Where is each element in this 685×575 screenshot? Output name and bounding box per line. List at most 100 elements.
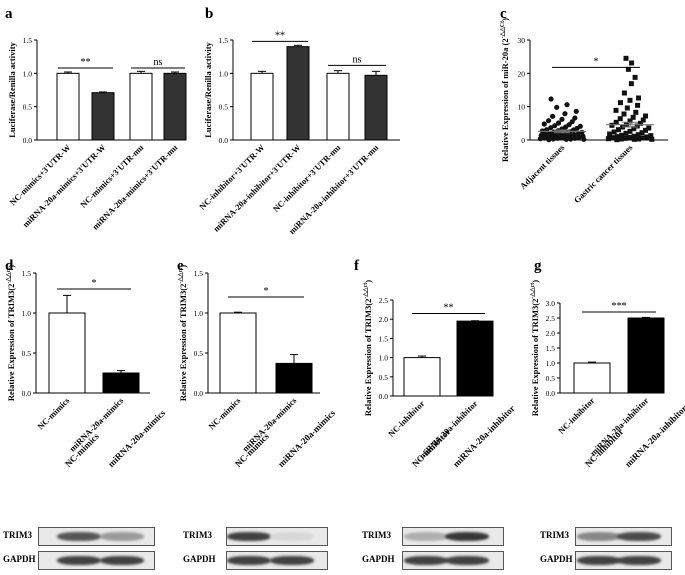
- panel-letter-g: g: [534, 258, 542, 274]
- y-tick-label: 30: [518, 36, 526, 45]
- blot-row-label: GAPDH: [3, 554, 36, 564]
- data-point: [623, 130, 629, 136]
- y-tick-label: 2.0: [546, 329, 556, 338]
- bar: [129, 72, 153, 141]
- y-axis-label: Relative Expression of TRIM3(2-△△ct): [529, 280, 540, 416]
- y-axis-label-tail: ): [363, 280, 373, 283]
- data-point: [631, 136, 637, 142]
- y-tick-label: 1.5: [219, 36, 229, 45]
- data-point: [614, 134, 620, 140]
- y-axis-label-tail: ): [6, 265, 16, 268]
- y-tick-label: 0.0: [194, 389, 204, 398]
- data-point: [644, 134, 650, 140]
- blot-band: [100, 532, 144, 541]
- significance-label: ns: [154, 57, 163, 68]
- y-tick-label: 10: [518, 103, 526, 112]
- y-axis-label-superscript: -△△Ct: [499, 21, 506, 39]
- data-point: [649, 136, 655, 142]
- y-tick-label: 1.0: [23, 69, 33, 78]
- y-tick-label: 0.5: [379, 373, 389, 382]
- data-point: [541, 121, 547, 127]
- y-tick-label: 1.5: [23, 36, 33, 45]
- panel-letter-d: d: [5, 258, 14, 274]
- y-axis-label-main: Relative Expression of TRIM3(2: [6, 284, 16, 402]
- significance-label: *: [92, 278, 97, 289]
- x-category-label: NC-mimics: [35, 395, 72, 432]
- data-point: [555, 128, 561, 134]
- x-category-label: NC-inhibitor+3'UTR-W: [197, 142, 267, 212]
- significance-label: **: [444, 302, 454, 313]
- data-point: [572, 115, 578, 121]
- y-tick-label: 1.0: [194, 309, 204, 318]
- data-point: [550, 113, 556, 119]
- blot-strip-trim3: [402, 527, 504, 546]
- y-axis-label-main: Relative Expression of TRIM3(2: [178, 284, 188, 402]
- data-point: [630, 114, 636, 120]
- y-tick-label: 0.0: [22, 389, 32, 398]
- data-point: [552, 123, 558, 129]
- data-point: [614, 137, 620, 143]
- data-point: [623, 135, 629, 141]
- y-axis-label-main: Relative Expression of miR-20a (2: [500, 38, 510, 162]
- blot-strip-gapdh: [38, 551, 155, 570]
- bar: [219, 312, 257, 394]
- bar: [102, 372, 140, 394]
- y-axis-label-superscript: -△△ct: [362, 283, 369, 299]
- panel-letter-c: c: [500, 6, 507, 22]
- bar: [163, 72, 187, 141]
- y-tick-label: 1.0: [22, 309, 32, 318]
- x-category-label: NC-mimics+3'UTR-mu: [78, 142, 145, 209]
- blot-row-label: TRIM3: [3, 530, 32, 540]
- blot-strip-gapdh: [575, 551, 672, 570]
- panel-g: g 0.0 0.5 1.0 1.5 2.0 2.5 3.0 Relative Expressio…: [529, 258, 665, 458]
- bar: [48, 312, 86, 394]
- y-tick-label: 0.5: [22, 349, 32, 358]
- bar: [56, 72, 80, 141]
- x-category-label: NC-inhibitor: [386, 398, 427, 439]
- data-point: [628, 81, 634, 87]
- blot-band: [617, 532, 661, 541]
- data-point: [581, 136, 587, 142]
- data-point: [605, 136, 611, 142]
- blot-row-label: GAPDH: [183, 554, 216, 564]
- data-point: [646, 125, 652, 131]
- y-axis-label: Luciferase/Renilla activity: [7, 41, 17, 137]
- y-axis-label-superscript: -△△ct: [5, 268, 12, 284]
- data-point: [629, 60, 635, 66]
- data-point: [572, 135, 578, 141]
- data-point: [618, 136, 624, 142]
- x-category-label: miRNA-20a-mimics: [67, 395, 126, 454]
- y-tick-label: 1.5: [379, 334, 389, 343]
- data-point: [619, 132, 625, 138]
- data-point: [623, 55, 629, 61]
- blot-band: [227, 532, 271, 541]
- y-tick-label: 0.0: [546, 389, 556, 398]
- blot-strip-gapdh: [226, 551, 328, 570]
- x-category-label: NC-inhibitor: [556, 395, 597, 436]
- bar: [364, 74, 388, 141]
- data-point: [607, 131, 613, 137]
- y-tick-label: 0: [521, 136, 525, 145]
- blot-row-label: TRIM3: [183, 530, 212, 540]
- bar: [627, 317, 665, 394]
- data-point: [631, 133, 637, 139]
- y-tick-label: 20: [518, 69, 526, 78]
- panel-e: e 0.0 0.5 1.0 1.5 Relative Expression of TRIM…: [177, 258, 320, 453]
- data-point: [613, 119, 619, 125]
- data-point: [621, 111, 627, 117]
- data-point: [613, 107, 619, 113]
- data-point: [634, 123, 640, 129]
- data-point: [639, 130, 645, 136]
- y-axis-label-main: Luciferase/Renilla activity: [7, 41, 17, 137]
- y-axis-label: Relative Expression of TRIM3(2-△△ct): [5, 265, 16, 401]
- y-tick-label: 3.0: [546, 299, 556, 308]
- x-category-label: Adjacent tissues: [518, 142, 567, 191]
- data-point: [643, 113, 649, 119]
- data-point: [627, 128, 633, 134]
- data-point: [554, 104, 560, 110]
- data-point: [632, 74, 638, 80]
- data-point: [617, 116, 623, 122]
- blot-strip-gapdh: [402, 551, 504, 570]
- x-category-label: NC-inhibitor+3'UTR-mu: [271, 142, 343, 214]
